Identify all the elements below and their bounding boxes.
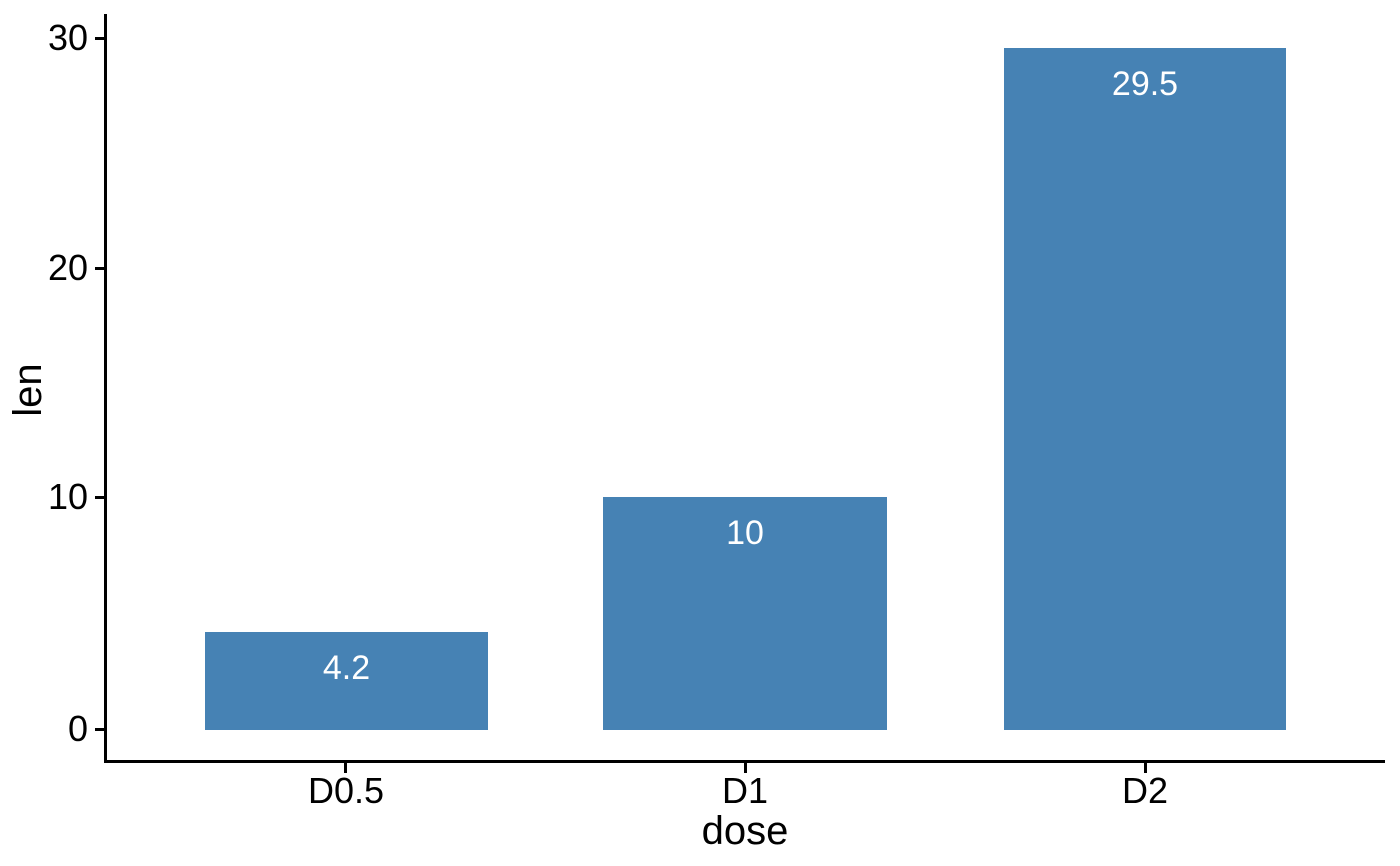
y-tick-label-0: 0: [67, 708, 88, 749]
bar-d1: 10: [603, 497, 887, 730]
y-axis-line: [104, 14, 107, 763]
x-tick-label-d2: D2: [1121, 770, 1169, 811]
bar-value-label: 10: [726, 514, 764, 552]
y-tick-mark-0: [95, 728, 104, 731]
y-axis-title: len: [6, 363, 50, 417]
y-tick-mark-20: [95, 267, 104, 270]
x-axis-title: dose: [701, 809, 789, 853]
x-tick-mark-d1: [744, 763, 747, 773]
y-tick-label-10: 10: [47, 476, 88, 517]
bar-value-label: 4.2: [322, 649, 371, 687]
x-tick-mark-d2: [1144, 763, 1147, 773]
x-tick-label-d05: D0.5: [307, 770, 385, 811]
bar-value-label: 29.5: [1111, 65, 1179, 103]
y-tick-label-30: 30: [47, 17, 88, 58]
y-tick-label-20: 20: [47, 247, 88, 288]
bar-d2: 29.5: [1004, 48, 1286, 730]
x-axis-line: [104, 760, 1385, 763]
y-tick-mark-10: [95, 496, 104, 499]
bar-d05: 4.2: [205, 632, 488, 730]
y-tick-mark-30: [95, 37, 104, 40]
x-tick-mark-d05: [344, 763, 347, 773]
x-tick-label-d1: D1: [721, 770, 769, 811]
